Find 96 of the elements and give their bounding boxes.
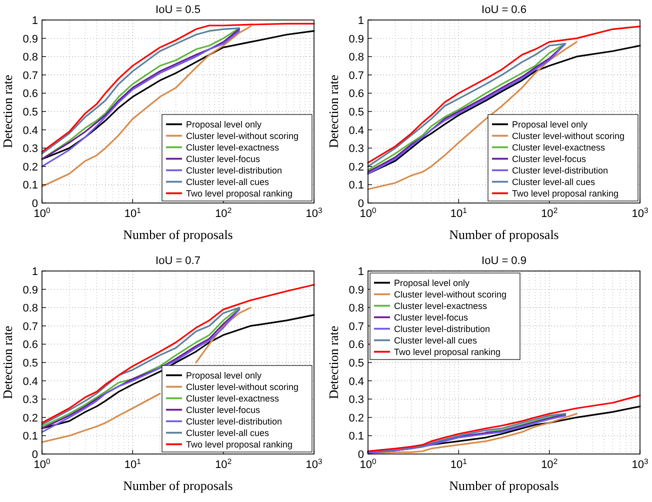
y-tick-label: 0.1 — [22, 430, 38, 443]
y-tick-label: 0.1 — [348, 430, 364, 443]
legend-label: Cluster level-focus — [512, 154, 587, 164]
y-tick-label: 1 — [32, 15, 38, 27]
y-tick-label: 0 — [358, 198, 364, 210]
legend-label: Two level proposal ranking — [186, 188, 293, 198]
y-tick-label: 0.3 — [348, 394, 364, 406]
legend-label: Two level proposal ranking — [186, 439, 293, 450]
x-axis-title: Number of proposals — [449, 478, 559, 493]
y-tick-label: 0.1 — [348, 180, 364, 192]
x-tick-label: 10$^{2}$ — [541, 456, 558, 471]
y-tick-label: 1 — [358, 15, 364, 27]
y-tick-label: 0.7 — [22, 70, 38, 82]
y-tick-label: 0.8 — [348, 302, 364, 315]
x-tick-label: 10$^{1}$ — [450, 456, 467, 471]
y-axis-title: Detection rate — [0, 74, 15, 148]
x-tick-label: 10$^{1}$ — [124, 456, 141, 471]
y-tick-label: 0.3 — [348, 143, 364, 156]
y-tick-label: 0.7 — [348, 70, 364, 82]
y-tick-label: 0.2 — [22, 412, 38, 424]
legend-label: Cluster level-all cues — [394, 335, 478, 346]
legend-label: Cluster level-without scoring — [186, 382, 299, 392]
legend-label: Cluster level-distribution — [394, 324, 490, 334]
legend-label: Cluster level-without scoring — [186, 130, 299, 141]
y-tick-label: 0.2 — [348, 161, 364, 174]
x-tick-label: 10$^{1}$ — [450, 206, 467, 220]
x-tick-label: 10$^{3}$ — [632, 456, 648, 471]
y-tick-label: 0 — [32, 449, 38, 461]
y-tick-label: 0.9 — [348, 33, 364, 46]
y-tick-label: 0.4 — [22, 124, 38, 137]
y-tick-label: 1 — [32, 266, 38, 278]
y-tick-label: 0.5 — [348, 358, 364, 370]
legend-label: Cluster level-distribution — [186, 416, 282, 426]
legend-label: Cluster level-exactness — [394, 300, 488, 311]
x-tick-label: 10$^{2}$ — [215, 456, 232, 471]
y-tick-label: 0.4 — [22, 376, 38, 388]
legend-label: Two level proposal ranking — [394, 346, 501, 357]
legend-label: Two level proposal ranking — [512, 188, 619, 198]
legend-label: Cluster level-without scoring — [512, 130, 625, 141]
y-tick-label: 0.5 — [348, 106, 364, 118]
y-tick-label: 0.6 — [22, 88, 38, 100]
x-axis-title: Number of proposals — [123, 227, 233, 242]
y-tick-label: 0.9 — [348, 284, 364, 296]
legend-label: Cluster level-exactness — [186, 142, 280, 152]
y-tick-label: 0.9 — [22, 33, 38, 46]
legend-label: Proposal level only — [186, 370, 262, 380]
legend-label: Cluster level-all cues — [512, 176, 596, 187]
legend-label: Cluster level-without scoring — [394, 289, 507, 300]
legend-label: Cluster level-focus — [394, 312, 469, 322]
y-tick-label: 0.7 — [348, 320, 364, 333]
y-tick-label: 1 — [358, 266, 364, 278]
chart-title: IoU = 0.6 — [482, 4, 526, 16]
y-tick-label: 0.6 — [348, 88, 364, 100]
y-tick-label: 0.1 — [22, 180, 38, 192]
x-axis-title: Number of proposals — [123, 478, 233, 493]
legend-label: Cluster level-distribution — [512, 165, 608, 176]
y-tick-label: 0.5 — [22, 358, 38, 370]
legend-label: Cluster level-focus — [186, 154, 261, 164]
y-tick-label: 0.3 — [22, 394, 38, 406]
legend-label: Cluster level-exactness — [186, 393, 280, 404]
y-tick-label: 0.6 — [348, 339, 364, 352]
x-tick-label: 10$^{3}$ — [632, 206, 648, 220]
y-tick-label: 0.8 — [22, 52, 38, 64]
y-tick-label: 0.2 — [22, 161, 38, 174]
x-tick-label: 10$^{3}$ — [306, 456, 322, 471]
y-tick-label: 0 — [32, 198, 38, 210]
chart-title: IoU = 0.5 — [156, 4, 200, 16]
y-axis-title: Detection rate — [326, 326, 341, 400]
y-tick-label: 0.8 — [22, 302, 38, 315]
x-tick-label: 10$^{3}$ — [306, 206, 322, 220]
legend-label: Cluster level-exactness — [512, 142, 606, 152]
x-axis-title: Number of proposals — [449, 227, 559, 242]
legend-label: Cluster level-focus — [186, 404, 261, 415]
y-tick-label: 0.7 — [22, 320, 38, 333]
x-tick-label: 10$^{2}$ — [215, 206, 232, 220]
y-tick-label: 0.2 — [348, 412, 364, 424]
chart-title: IoU = 0.7 — [156, 255, 200, 267]
y-tick-label: 0.4 — [348, 376, 364, 388]
legend-label: Proposal level only — [394, 278, 470, 288]
y-tick-label: 0 — [358, 449, 364, 461]
y-tick-label: 0.3 — [22, 143, 38, 156]
y-tick-label: 0.9 — [22, 284, 38, 296]
legend-label: Proposal level only — [186, 119, 262, 130]
y-tick-label: 0.8 — [348, 52, 364, 64]
legend-label: Cluster level-all cues — [186, 176, 270, 187]
chart-title: IoU = 0.9 — [482, 255, 526, 267]
x-tick-label: 10$^{2}$ — [541, 206, 558, 220]
legend-label: Proposal level only — [512, 119, 588, 130]
legend-label: Cluster level-all cues — [186, 428, 270, 438]
y-axis-title: Detection rate — [326, 74, 341, 148]
y-axis-title: Detection rate — [0, 326, 15, 400]
legend-label: Cluster level-distribution — [186, 165, 282, 176]
y-tick-label: 0.4 — [348, 124, 364, 137]
x-tick-label: 10$^{1}$ — [124, 206, 141, 220]
y-tick-label: 0.6 — [22, 339, 38, 352]
y-tick-label: 0.5 — [22, 106, 38, 118]
